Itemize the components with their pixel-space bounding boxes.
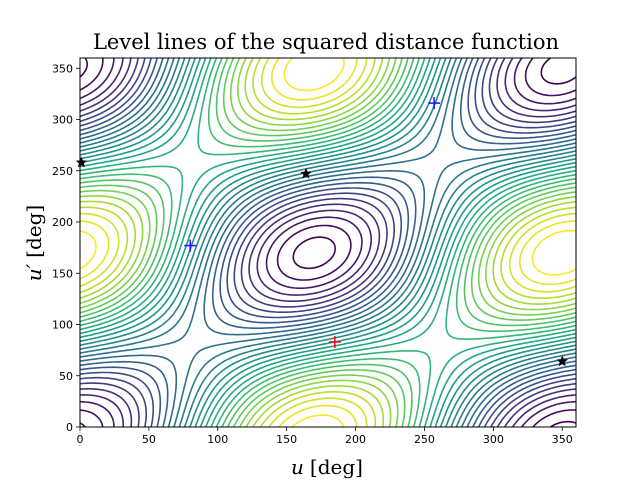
y-axis-label-var: u′	[22, 263, 46, 281]
y-tick-label: 200	[52, 216, 73, 229]
contour-level-18	[80, 58, 576, 427]
contour-level-28	[80, 58, 576, 427]
x-tick-label: 350	[552, 433, 573, 446]
x-tick-label: 100	[207, 433, 228, 446]
contour-level-8	[80, 58, 576, 427]
contour-level-6	[80, 58, 576, 427]
chart-title: Level lines of the squared distance func…	[93, 30, 559, 54]
x-axis-label: u [deg]	[291, 455, 363, 479]
contour-level-3	[80, 58, 576, 427]
contour-level-21	[80, 58, 576, 427]
x-tick-label: 200	[345, 433, 366, 446]
x-tick-label: 250	[414, 433, 435, 446]
minimum-marker-1	[428, 97, 441, 110]
y-axis-label-unit: [deg]	[22, 205, 46, 258]
contour-level-7	[80, 58, 576, 427]
x-axis-label-unit: [deg]	[310, 455, 363, 479]
minimum-marker-0	[184, 239, 197, 252]
contour-level-19	[80, 58, 576, 427]
contour-level-22	[80, 58, 576, 427]
contour-level-20	[80, 58, 576, 427]
contour-level-16	[80, 58, 576, 427]
x-tick-label: 150	[276, 433, 297, 446]
y-tick-label: 0	[66, 421, 73, 434]
y-tick-label: 150	[52, 267, 73, 280]
x-tick-label: 300	[483, 433, 504, 446]
contour-level-10	[80, 58, 576, 427]
contour-level-11	[80, 58, 576, 427]
contour-level-25	[80, 58, 576, 427]
contour-level-2	[80, 58, 576, 427]
maximum-marker-2	[328, 335, 341, 348]
x-axis-label-var: u	[291, 455, 304, 479]
contour-lines	[80, 58, 576, 427]
saddle-marker-5	[556, 355, 568, 367]
plot-frame	[79, 57, 577, 428]
contour-level-29	[80, 58, 576, 427]
x-axis-ticks: 0 50 100 150 200 250 300 350	[77, 427, 573, 446]
y-tick-label: 50	[59, 370, 73, 383]
y-tick-label: 350	[52, 62, 73, 75]
y-tick-label: 250	[52, 165, 73, 178]
contour-level-17	[80, 58, 576, 427]
contour-level-4	[80, 58, 576, 427]
contour-level-23	[80, 58, 576, 427]
y-axis-label: u′ [deg]	[22, 205, 46, 281]
contour-level-12	[80, 58, 576, 427]
saddle-marker-3	[300, 167, 312, 179]
critical-point-markers	[75, 97, 568, 367]
contour-level-27	[80, 58, 576, 427]
contour-level-30	[80, 58, 576, 427]
y-tick-label: 100	[52, 319, 73, 332]
y-axis-ticks: 0 50 100 150 200 250 300 350	[52, 62, 80, 434]
x-tick-label: 0	[77, 433, 84, 446]
contour-level-5	[80, 58, 576, 427]
saddle-marker-4	[75, 156, 88, 168]
contour-level-13	[80, 58, 576, 427]
x-tick-label: 50	[142, 433, 156, 446]
y-tick-label: 300	[52, 114, 73, 127]
contour-level-1	[80, 58, 576, 427]
